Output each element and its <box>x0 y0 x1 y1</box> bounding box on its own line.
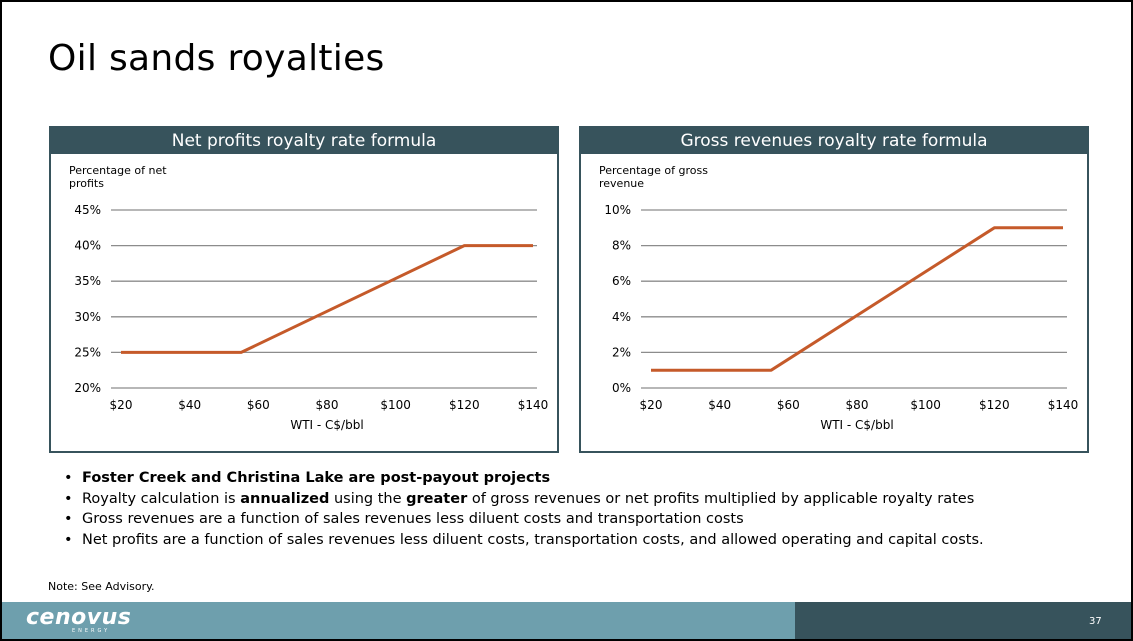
y-tick-label: 2% <box>612 345 631 359</box>
bullet-list: Foster Creek and Christina Lake are post… <box>60 468 984 550</box>
x-tick-label: $140 <box>518 398 549 412</box>
x-tick-label: $40 <box>708 398 731 412</box>
x-tick-label: $120 <box>979 398 1010 412</box>
gross-revenues-chart-panel: Gross revenues royalty rate formula Perc… <box>579 126 1089 453</box>
bullet-item: Foster Creek and Christina Lake are post… <box>60 468 984 489</box>
bullet-text: Royalty calculation is <box>82 490 241 507</box>
bullet-text: annualized <box>240 490 330 507</box>
footer-bar-dark <box>795 602 1131 639</box>
x-tick-label: $100 <box>380 398 411 412</box>
slide-title: Oil sands royalties <box>48 38 385 79</box>
footer-bar-light <box>2 602 795 639</box>
x-axis-label: WTI - C$/bbl <box>290 418 363 432</box>
bullet-text: greater <box>406 490 468 507</box>
y-tick-label: 40% <box>74 239 101 253</box>
x-axis-label: WTI - C$/bbl <box>820 418 893 432</box>
cenovus-logo: cenovus <box>26 605 132 630</box>
chart-title: Net profits royalty rate formula <box>51 128 557 154</box>
y-axis-label: Percentage of gross revenue <box>599 164 708 190</box>
bullet-item: Royalty calculation is annualized using … <box>60 489 984 510</box>
y-axis-label: Percentage of net profits <box>69 164 167 190</box>
x-tick-label: $60 <box>777 398 800 412</box>
bullet-text: using the <box>329 490 407 507</box>
x-tick-label: $140 <box>1048 398 1079 412</box>
x-tick-label: $120 <box>449 398 480 412</box>
series-line <box>121 244 533 354</box>
net-profits-chart: 20% 25% 30% 35% 40% 45% $20 $40 $60 $80 $100 $120 $1… <box>74 203 549 432</box>
y-tick-label: 10% <box>604 203 631 217</box>
x-tick-label: $20 <box>640 398 663 412</box>
bullet-text: Gross revenues are a function of sales r… <box>82 511 744 527</box>
bullet-item: Net profits are a function of sales reve… <box>60 530 984 551</box>
x-tick-label: $20 <box>110 398 133 412</box>
cenovus-logo-subtext: ENERGY <box>72 628 111 634</box>
y-tick-label: 20% <box>74 381 101 395</box>
x-tick-label: $80 <box>846 398 869 412</box>
x-tick-label: $60 <box>247 398 270 412</box>
bullet-text: of gross revenues or net profits multipl… <box>467 490 975 507</box>
y-tick-label: 4% <box>612 310 631 324</box>
bullet-item: Gross revenues are a function of sales r… <box>60 509 984 530</box>
gross-revenues-chart: 0% 2% 4% 6% 8% 10% $20 $40 $60 $80 $100 $120 $140 WTI… <box>604 203 1079 432</box>
x-tick-label: $100 <box>910 398 941 412</box>
x-tick-label: $80 <box>316 398 339 412</box>
y-tick-label: 45% <box>74 203 101 217</box>
page-number: 37 <box>1089 616 1102 627</box>
y-tick-label: 25% <box>74 345 101 359</box>
series-line <box>651 226 1063 372</box>
advisory-note: Note: See Advisory. <box>48 580 155 593</box>
y-tick-label: 35% <box>74 274 101 288</box>
y-tick-label: 6% <box>612 274 631 288</box>
bullet-text: Foster Creek and Christina Lake are post… <box>82 470 551 486</box>
y-tick-label: 30% <box>74 310 101 324</box>
x-tick-label: $40 <box>178 398 201 412</box>
y-tick-label: 0% <box>612 381 631 395</box>
y-tick-label: 8% <box>612 239 631 253</box>
bullet-text: Net profits are a function of sales reve… <box>82 531 984 548</box>
chart-title: Gross revenues royalty rate formula <box>581 128 1087 154</box>
net-profits-chart-panel: Net profits royalty rate formula Percent… <box>49 126 559 453</box>
